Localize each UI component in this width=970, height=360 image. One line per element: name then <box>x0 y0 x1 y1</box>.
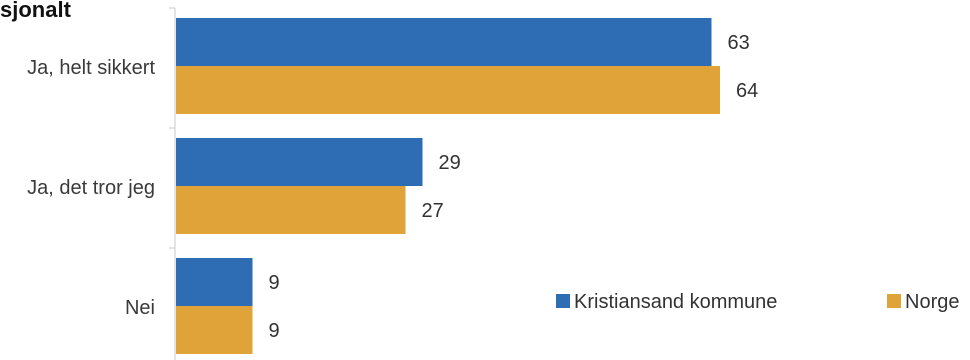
bar <box>176 186 406 234</box>
axis-group <box>169 7 176 360</box>
bar <box>176 18 712 66</box>
legend: Kristiansand kommune Norge <box>556 291 959 313</box>
bar <box>176 258 253 306</box>
chart-title: sjonalt <box>0 0 72 22</box>
data-label: 64 <box>736 80 758 102</box>
bar <box>176 66 720 114</box>
data-label: 9 <box>269 320 280 342</box>
bars-group <box>176 18 720 354</box>
legend-label: Kristiansand kommune <box>574 291 777 313</box>
bar <box>176 138 423 186</box>
category-label: Ja, det tror jeg <box>27 177 155 199</box>
data-label: 63 <box>728 32 750 54</box>
data-label: 27 <box>422 200 444 222</box>
labels-group: Ja, helt sikkert 63 64 Ja, det tror jeg 29 27… <box>27 32 758 342</box>
category-label: Nei <box>125 297 155 319</box>
legend-swatch <box>556 294 570 308</box>
legend-label: Norge <box>905 291 959 313</box>
category-label: Ja, helt sikkert <box>27 57 155 79</box>
data-label: 29 <box>439 152 461 174</box>
data-label: 9 <box>269 272 280 294</box>
legend-swatch <box>887 294 901 308</box>
bar <box>176 306 253 354</box>
